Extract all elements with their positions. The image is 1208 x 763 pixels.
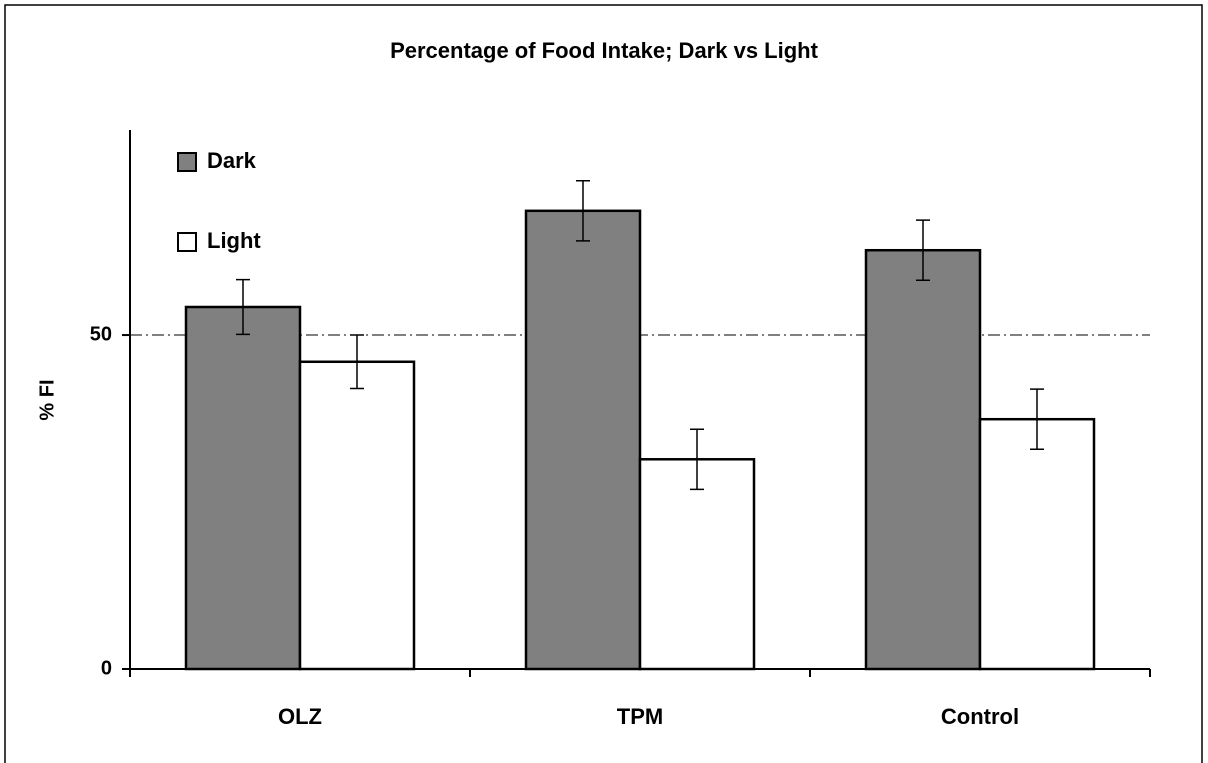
error-bar — [916, 219, 930, 282]
x-tick-label: Control — [941, 704, 1019, 729]
error-bar — [576, 180, 590, 242]
y-tick-label: 50 — [90, 323, 112, 345]
x-tick-label: TPM — [617, 704, 663, 729]
error-bar — [1030, 388, 1044, 451]
y-axis-label: % FI — [36, 379, 58, 420]
x-tick-label: OLZ — [278, 704, 322, 729]
error-bar — [690, 428, 704, 491]
bar — [864, 248, 982, 671]
bar — [638, 458, 756, 671]
bar — [184, 305, 302, 671]
bar — [298, 360, 416, 671]
legend-label: Dark — [207, 148, 257, 173]
frame — [4, 4, 1203, 763]
legend-label: Light — [207, 228, 261, 253]
y-tick-label: 0 — [101, 657, 112, 679]
legend-swatch — [177, 232, 197, 252]
legend-swatch — [177, 152, 197, 172]
chart-title: Percentage of Food Intake; Dark vs Light — [390, 38, 819, 63]
error-bar — [350, 334, 364, 390]
bar — [524, 209, 642, 671]
bar — [978, 417, 1096, 671]
error-bar — [236, 278, 250, 336]
